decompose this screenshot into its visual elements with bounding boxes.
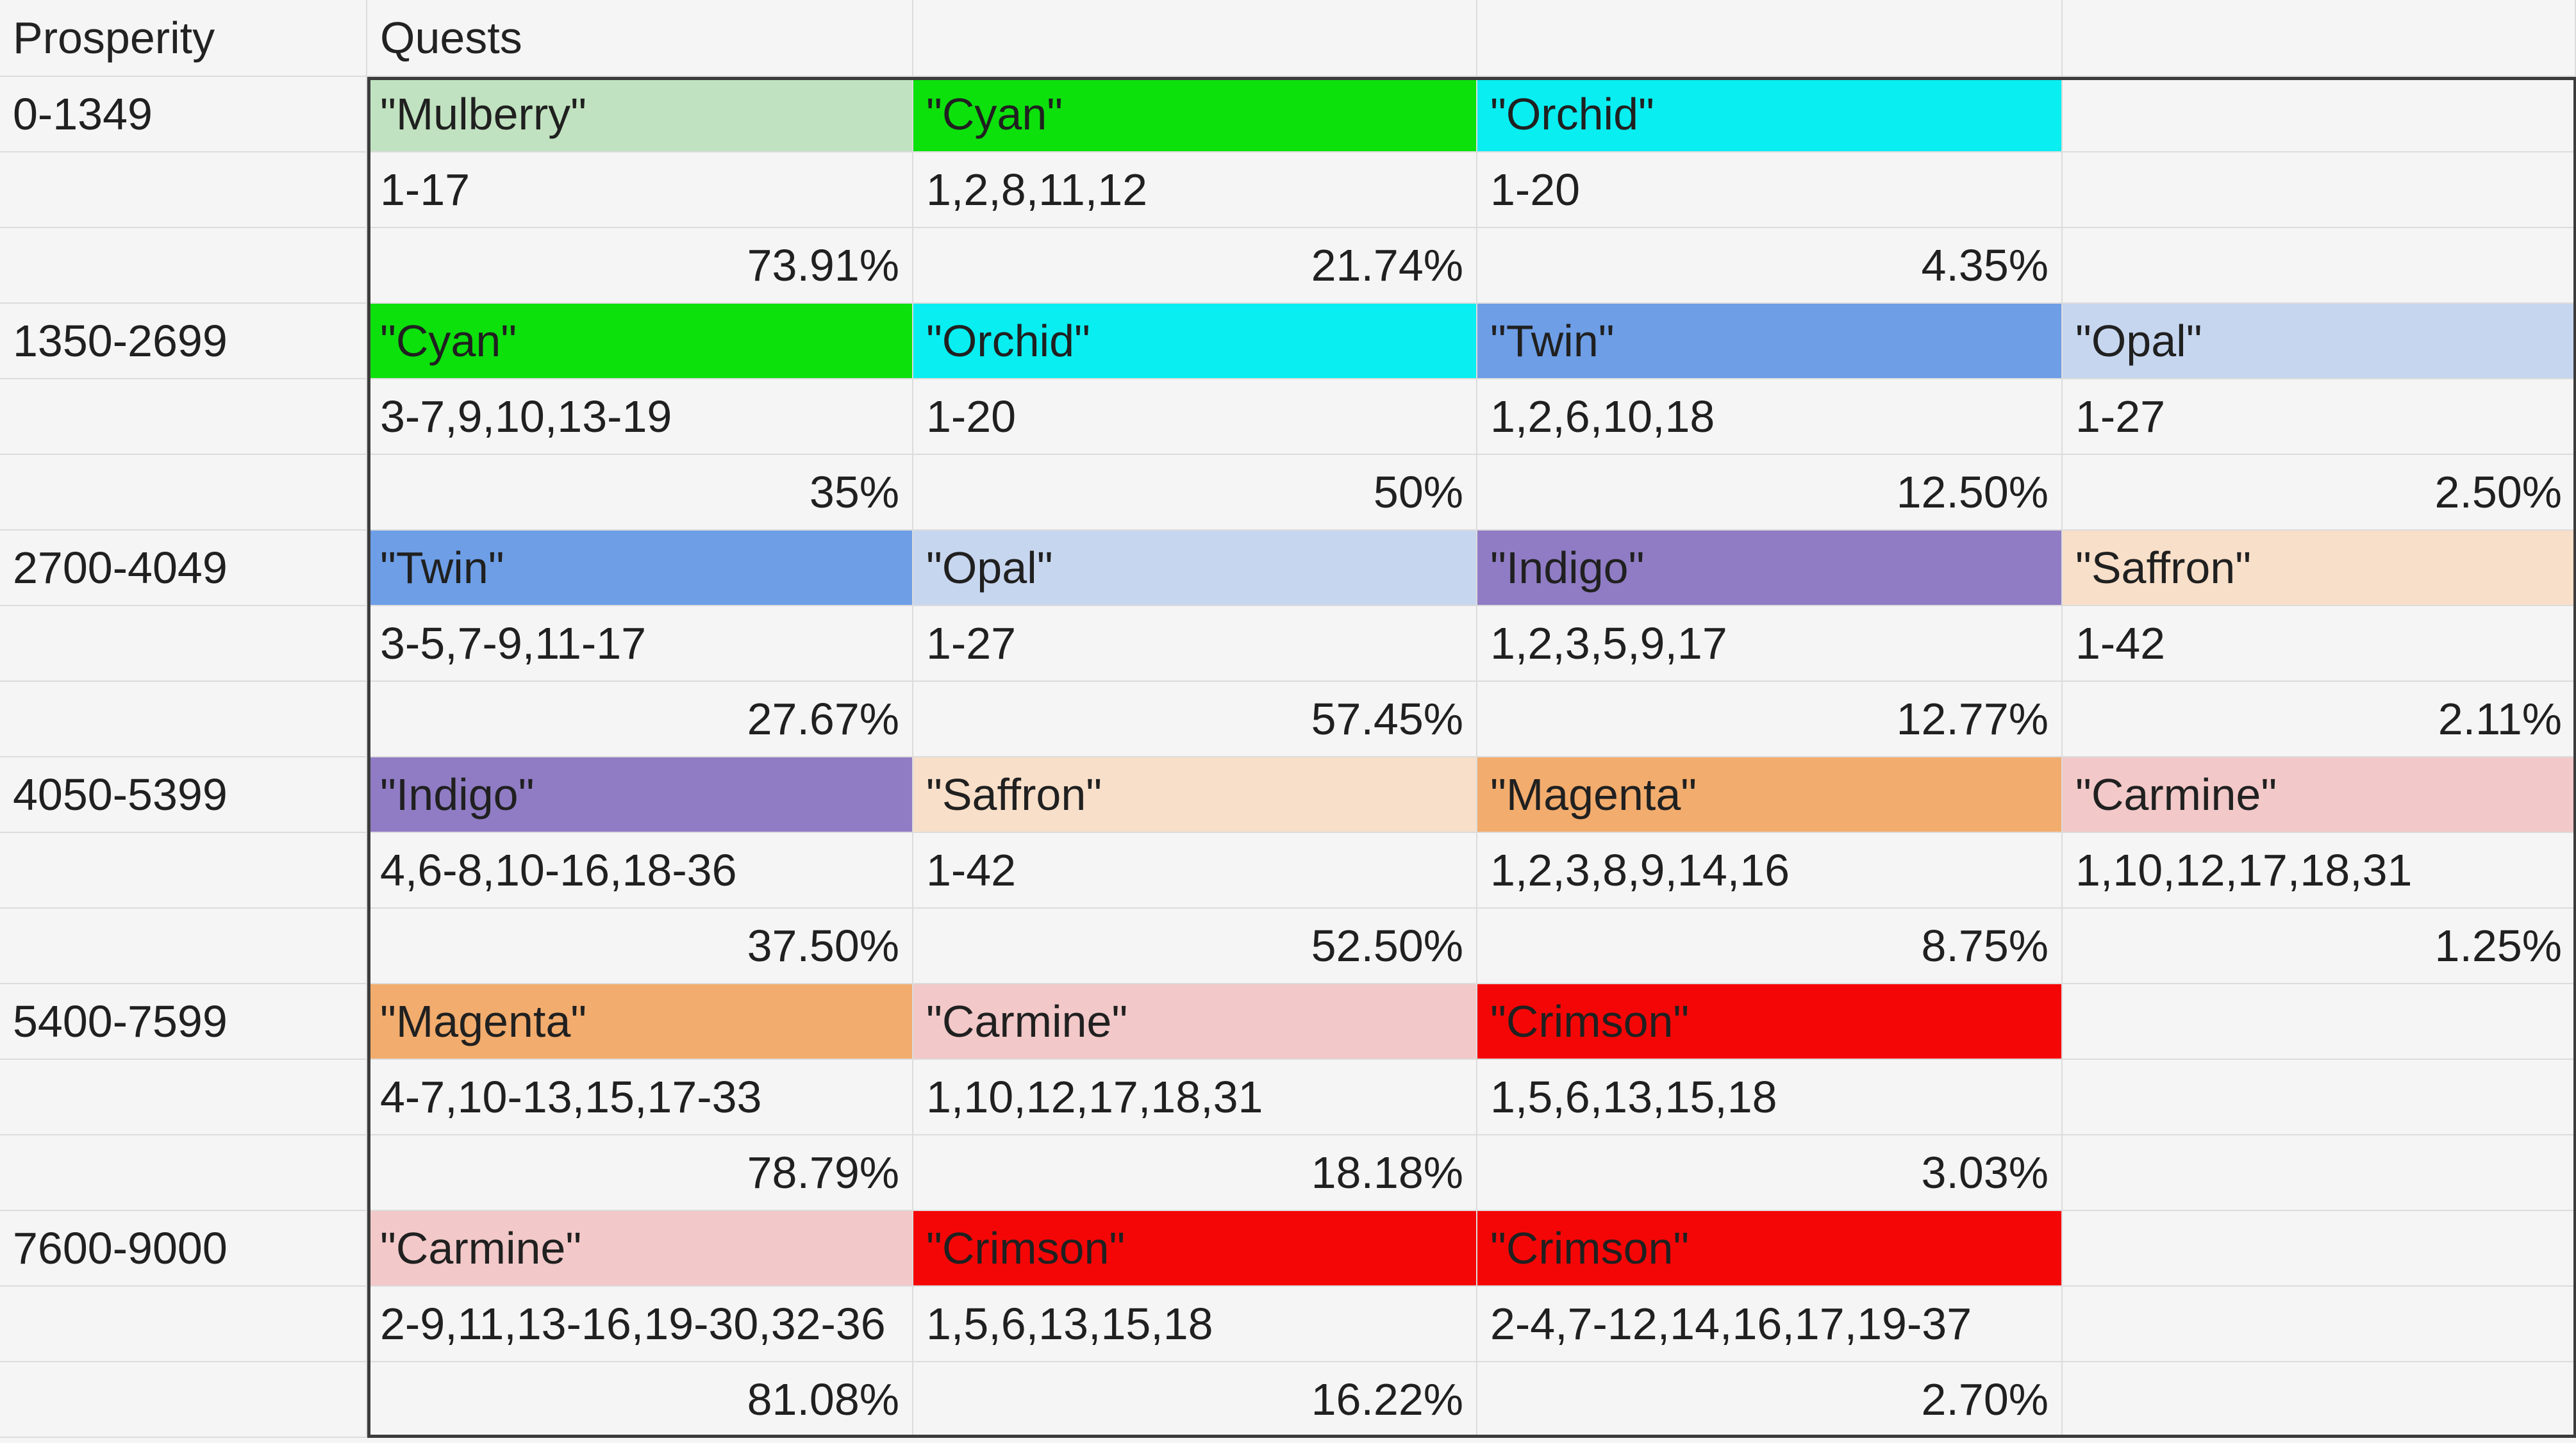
empty-cell[interactable] <box>2063 1362 2576 1438</box>
empty-cell[interactable] <box>0 153 367 228</box>
empty-cell[interactable] <box>2063 153 2576 228</box>
quest-percent-cell[interactable]: 16.22% <box>913 1362 1477 1438</box>
quest-list-cell[interactable]: 1-27 <box>2063 379 2576 455</box>
prosperity-range-cell[interactable]: 0-1349 <box>0 77 367 153</box>
quest-name-cell[interactable]: "Cyan" <box>367 304 913 379</box>
quest-list-cell[interactable]: 1-42 <box>2063 606 2576 682</box>
quest-percent-cell[interactable]: 3.03% <box>1477 1135 2063 1211</box>
quest-name-cell[interactable]: "Saffron" <box>913 757 1477 833</box>
prosperity-range-cell[interactable]: 1350-2699 <box>0 304 367 379</box>
quest-percent-cell[interactable]: 57.45% <box>913 682 1477 757</box>
quest-list-cell[interactable]: 2-9,11,13-16,19-30,32-36 <box>367 1287 913 1362</box>
empty-cell[interactable] <box>0 909 367 984</box>
empty-cell[interactable] <box>0 833 367 909</box>
quest-list-cell[interactable]: 1,2,8,11,12 <box>913 153 1477 228</box>
quest-list-cell[interactable]: 1-42 <box>913 833 1477 909</box>
header-empty-cell[interactable] <box>913 0 1477 77</box>
empty-cell[interactable] <box>0 1287 367 1362</box>
quest-percent-cell[interactable]: 12.50% <box>1477 455 2063 531</box>
quest-percent-cell[interactable]: 2.50% <box>2063 455 2576 531</box>
empty-cell[interactable] <box>0 379 367 455</box>
empty-cell[interactable] <box>0 606 367 682</box>
quest-percent-cell[interactable]: 21.74% <box>913 228 1477 304</box>
quest-list-cell[interactable]: 1,2,3,8,9,14,16 <box>1477 833 2063 909</box>
quest-list-cell[interactable]: 1,2,3,5,9,17 <box>1477 606 2063 682</box>
empty-cell[interactable] <box>2063 1060 2576 1135</box>
quest-list-cell[interactable]: 1-27 <box>913 606 1477 682</box>
empty-cell[interactable] <box>2063 228 2576 304</box>
quest-name-cell[interactable]: "Carmine" <box>367 1211 913 1287</box>
quest-percent-cell[interactable]: 8.75% <box>1477 909 2063 984</box>
empty-cell[interactable] <box>2063 1287 2576 1362</box>
quest-percent-cell[interactable]: 27.67% <box>367 682 913 757</box>
quest-name-cell[interactable]: "Mulberry" <box>367 77 913 153</box>
quest-list-cell[interactable]: 1,10,12,17,18,31 <box>2063 833 2576 909</box>
quest-name-cell[interactable]: "Crimson" <box>1477 1211 2063 1287</box>
quest-percent-cell[interactable]: 1.25% <box>2063 909 2576 984</box>
header-empty-cell[interactable] <box>1477 0 2063 77</box>
quest-name-cell[interactable]: "Orchid" <box>913 304 1477 379</box>
quest-list-cell[interactable]: 1,10,12,17,18,31 <box>913 1060 1477 1135</box>
empty-cell[interactable] <box>0 682 367 757</box>
quest-list-cell[interactable]: 4,6-8,10-16,18-36 <box>367 833 913 909</box>
quest-name-cell[interactable]: "Indigo" <box>1477 531 2063 606</box>
prosperity-range-cell[interactable]: 2700-4049 <box>0 531 367 606</box>
quest-list-cell[interactable]: 1,2,6,10,18 <box>1477 379 2063 455</box>
quest-percent-cell[interactable]: 73.91% <box>367 228 913 304</box>
quest-percent-cell[interactable]: 4.35% <box>1477 228 2063 304</box>
empty-cell[interactable] <box>2063 1211 2576 1287</box>
quest-name-cell[interactable]: "Orchid" <box>1477 77 2063 153</box>
quest-list-cell[interactable]: 3-7,9,10,13-19 <box>367 379 913 455</box>
empty-cell[interactable] <box>0 1362 367 1438</box>
quest-name-cell[interactable]: "Magenta" <box>367 984 913 1060</box>
empty-cell[interactable] <box>0 1135 367 1211</box>
quest-percent-cell[interactable]: 2.70% <box>1477 1362 2063 1438</box>
quest-name-cell[interactable]: "Crimson" <box>1477 984 2063 1060</box>
quest-list-cell[interactable]: 2-4,7-12,14,16,17,19-37 <box>1477 1287 2063 1362</box>
quest-percent-cell[interactable]: 52.50% <box>913 909 1477 984</box>
header-prosperity[interactable]: Prosperity <box>0 0 367 77</box>
empty-cell[interactable] <box>2063 1135 2576 1211</box>
quest-name-cell[interactable]: "Carmine" <box>2063 757 2576 833</box>
quest-name-cell[interactable]: "Twin" <box>367 531 913 606</box>
quest-name-cell[interactable]: "Twin" <box>1477 304 2063 379</box>
empty-cell[interactable] <box>2063 984 2576 1060</box>
empty-cell[interactable] <box>0 228 367 304</box>
prosperity-range-cell[interactable]: 5400-7599 <box>0 984 367 1060</box>
quest-name-cell[interactable]: "Magenta" <box>1477 757 2063 833</box>
quest-name-cell[interactable]: "Saffron" <box>2063 531 2576 606</box>
quest-list-cell[interactable]: 3-5,7-9,11-17 <box>367 606 913 682</box>
quest-percent-cell[interactable]: 81.08% <box>367 1362 913 1438</box>
quest-list-cell[interactable]: 1-20 <box>913 379 1477 455</box>
quest-name-cell[interactable]: "Indigo" <box>367 757 913 833</box>
quest-list-cell[interactable]: 1-20 <box>1477 153 2063 228</box>
quest-percent-cell[interactable]: 18.18% <box>913 1135 1477 1211</box>
empty-cell[interactable] <box>2063 77 2576 153</box>
header-quests[interactable]: Quests <box>367 0 913 77</box>
quest-percent-cell[interactable]: 37.50% <box>367 909 913 984</box>
quest-list-cell[interactable]: 1,5,6,13,15,18 <box>913 1287 1477 1362</box>
quest-name-cell[interactable]: "Carmine" <box>913 984 1477 1060</box>
prosperity-range-cell[interactable]: 4050-5399 <box>0 757 367 833</box>
quest-list-cell[interactable]: 1-17 <box>367 153 913 228</box>
quest-name-cell[interactable]: "Crimson" <box>913 1211 1477 1287</box>
quest-percent-cell[interactable]: 2.11% <box>2063 682 2576 757</box>
quest-percent-cell[interactable]: 78.79% <box>367 1135 913 1211</box>
quest-percent-cell[interactable]: 12.77% <box>1477 682 2063 757</box>
quest-list-cell[interactable]: 4-7,10-13,15,17-33 <box>367 1060 913 1135</box>
quest-percent-cell[interactable]: 50% <box>913 455 1477 531</box>
quest-name-cell[interactable]: "Opal" <box>2063 304 2576 379</box>
empty-cell[interactable] <box>0 455 367 531</box>
header-empty-cell[interactable] <box>2063 0 2576 77</box>
quest-list-cell[interactable]: 1,5,6,13,15,18 <box>1477 1060 2063 1135</box>
quest-name-cell[interactable]: "Cyan" <box>913 77 1477 153</box>
empty-cell[interactable] <box>0 1060 367 1135</box>
quest-name-cell[interactable]: "Opal" <box>913 531 1477 606</box>
prosperity-range-cell[interactable]: 7600-9000 <box>0 1211 367 1287</box>
quest-percent-cell[interactable]: 35% <box>367 455 913 531</box>
